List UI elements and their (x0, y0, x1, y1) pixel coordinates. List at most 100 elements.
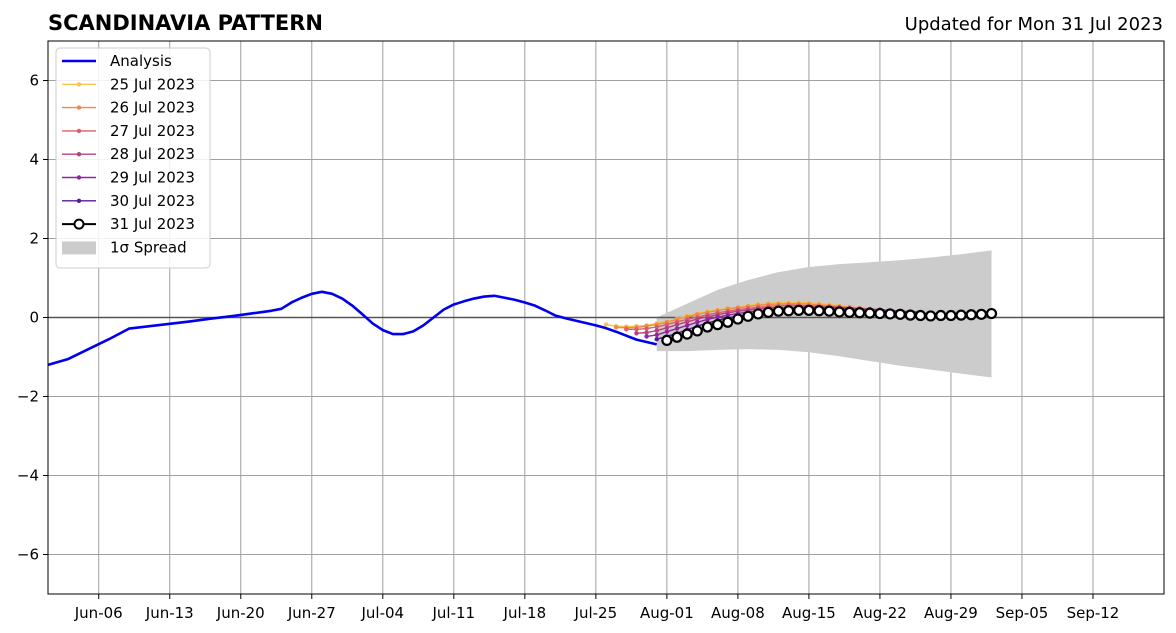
series-point (681, 328, 693, 340)
y-axis: −6 −4 −2 0 2 4 6 (17, 72, 48, 564)
legend-entry: 28 Jul 2023 (62, 145, 195, 163)
series-point (634, 327, 639, 332)
series-point (914, 309, 927, 322)
legend: Analysis 25 Jul 2023 26 Jul 2023 27 Jul 202… (55, 47, 211, 269)
series-point (854, 307, 866, 319)
series-point (965, 309, 977, 321)
series-point (684, 323, 690, 328)
legend-marker (76, 198, 82, 203)
series-point (945, 309, 957, 322)
series-6 (661, 304, 998, 347)
x-tick-label: Jun-06 (74, 604, 123, 622)
spread-band (656, 250, 992, 378)
series-point (671, 331, 683, 343)
series-point (701, 321, 714, 333)
y-tick-label: −4 (17, 467, 39, 485)
legend-marker (76, 175, 82, 180)
spread-layer (656, 250, 992, 378)
y-tick-label: 4 (29, 151, 39, 169)
legend-marker (73, 218, 85, 230)
series-point (925, 310, 937, 322)
series-point (674, 326, 680, 331)
legend-entry: 25 Jul 2023 (62, 75, 195, 93)
legend-label: 31 Jul 2023 (110, 215, 195, 233)
series-point (654, 324, 659, 330)
x-tick-label: Jun-13 (145, 604, 194, 622)
y-tick-label: −6 (17, 546, 39, 564)
series-point (644, 334, 649, 339)
x-tick-label: Jun-27 (287, 604, 336, 622)
x-tick-label: Jul-18 (503, 604, 547, 622)
series-point (654, 332, 659, 338)
legend-label: Analysis (110, 52, 172, 70)
series-point (664, 325, 670, 330)
series-point (654, 337, 659, 342)
series-layer (603, 300, 998, 347)
series-point (772, 305, 785, 317)
chart-subtitle: Updated for Mon 31 Jul 2023 (905, 14, 1163, 35)
legend-marker (76, 151, 82, 157)
series-point (874, 307, 886, 320)
legend-entry: 1σ Spread (62, 238, 187, 256)
series-point (722, 316, 734, 328)
x-tick-label: Jul-04 (360, 604, 404, 622)
x-tick-label: Jun-20 (216, 604, 265, 622)
series-point (813, 305, 825, 317)
x-tick-label: Aug-22 (853, 604, 907, 622)
series-point (975, 308, 987, 320)
x-tick-label: Aug-01 (640, 604, 694, 622)
series-point (684, 319, 690, 325)
x-tick-label: Sep-12 (1067, 604, 1120, 622)
legend-label: 1σ Spread (110, 238, 187, 256)
legend-label: 29 Jul 2023 (110, 169, 195, 187)
series-point (634, 331, 639, 336)
series-point (674, 322, 680, 327)
analysis-line (47, 290, 658, 367)
analysis-layer (47, 290, 658, 367)
legend-entry: Analysis (62, 52, 172, 70)
series-point (823, 305, 835, 317)
x-axis: Jun-06 Jun-13 Jun-20 Jun-27 Jul-04 Jul-11 Jul-… (74, 594, 1120, 622)
series-point (793, 304, 805, 316)
series-point (904, 309, 916, 321)
y-tick-label: 6 (29, 72, 39, 90)
series-point (691, 325, 703, 337)
series-point (644, 326, 649, 331)
series-point (955, 309, 967, 321)
series-point (732, 313, 744, 325)
legend-swatch (62, 241, 96, 255)
legend-box (55, 47, 211, 269)
legend-marker (76, 82, 82, 87)
series-point (762, 306, 774, 318)
series-point (644, 330, 649, 335)
series-point (613, 325, 619, 330)
y-tick-label: −2 (17, 388, 39, 406)
series-point (833, 306, 845, 318)
series-point (803, 304, 815, 316)
legend-marker (76, 105, 82, 110)
series-point (695, 320, 700, 325)
series-point (783, 305, 795, 317)
x-tick-label: Sep-05 (996, 604, 1049, 622)
legend-entry: 26 Jul 2023 (62, 99, 195, 117)
series-point (843, 306, 856, 318)
series-point (624, 327, 629, 332)
legend-entry: 31 Jul 2023 (62, 215, 195, 233)
y-tick-label: 0 (29, 309, 39, 327)
x-tick-label: Aug-08 (711, 604, 765, 622)
series-point (894, 308, 906, 320)
series-point (654, 328, 659, 333)
legend-entry: 30 Jul 2023 (62, 192, 195, 210)
legend-entry: 27 Jul 2023 (62, 122, 195, 140)
legend-label: 26 Jul 2023 (110, 99, 195, 117)
legend-label: 25 Jul 2023 (110, 75, 195, 93)
series-point (935, 309, 947, 322)
series-point (985, 307, 998, 320)
series-point (742, 310, 754, 322)
series-point (711, 319, 724, 331)
legend-label: 30 Jul 2023 (110, 192, 195, 210)
legend-label: 28 Jul 2023 (110, 145, 195, 163)
series-point (705, 317, 710, 322)
x-tick-label: Aug-15 (782, 604, 836, 622)
